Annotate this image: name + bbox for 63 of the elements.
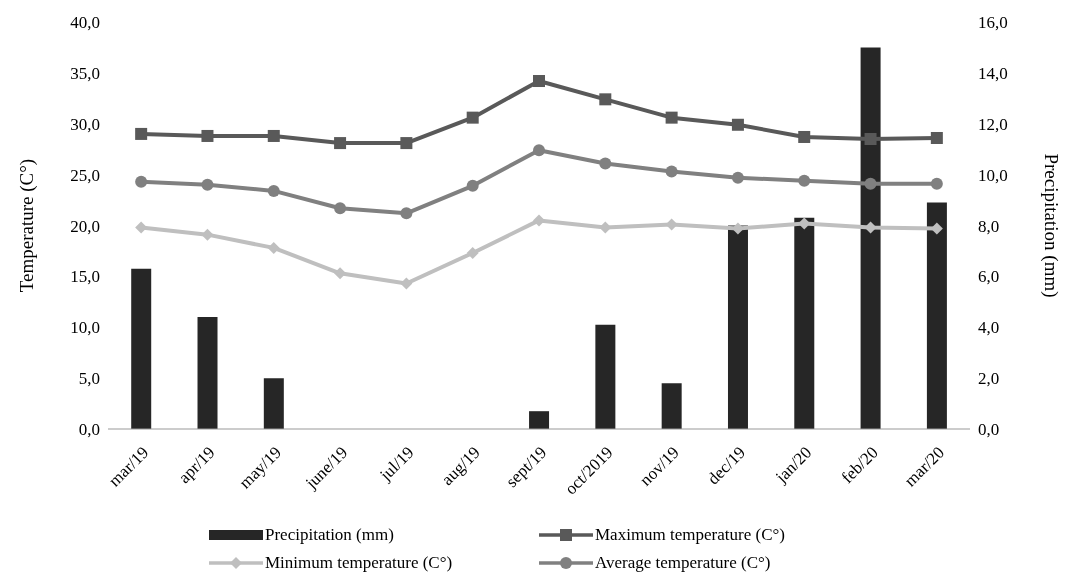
point xyxy=(731,171,744,184)
point xyxy=(201,129,214,142)
y-tick-label: 0,0 xyxy=(78,420,100,440)
legend-label: Maximum temperature (C°) xyxy=(595,525,785,545)
point xyxy=(665,165,678,178)
point xyxy=(533,144,545,157)
point xyxy=(267,129,280,142)
y2-axis-title: Precipitation (mm) xyxy=(1040,153,1063,298)
bar xyxy=(197,317,218,429)
point xyxy=(466,111,479,124)
point xyxy=(930,132,943,144)
point xyxy=(267,241,280,254)
y-tick-label: 5,0 xyxy=(78,369,100,389)
legend-label: Minimum temperature (C°) xyxy=(265,553,453,573)
point xyxy=(400,277,413,290)
point xyxy=(267,184,280,197)
y2-tick-label: 2,0 xyxy=(978,369,1000,389)
y2-tick-label: 14,0 xyxy=(978,63,1008,83)
bar xyxy=(661,383,682,429)
point xyxy=(135,127,148,140)
y2-tick-label: 10,0 xyxy=(978,165,1008,185)
y-tick-label: 15,0 xyxy=(70,267,100,287)
y-tick-label: 30,0 xyxy=(70,114,100,134)
legend-label: Average temperature (C°) xyxy=(595,553,771,573)
y2-tick-label: 4,0 xyxy=(978,318,1000,338)
point xyxy=(665,111,678,124)
y-tick-label: 20,0 xyxy=(70,216,100,236)
y-tick-label: 40,0 xyxy=(70,13,100,33)
y-axis-title: Temperature (C°) xyxy=(15,158,38,293)
point xyxy=(599,157,612,170)
point xyxy=(466,246,479,259)
point xyxy=(798,130,811,143)
point xyxy=(135,175,148,188)
point xyxy=(864,133,877,146)
y2-tick-label: 16,0 xyxy=(978,13,1008,33)
point xyxy=(201,178,214,191)
point xyxy=(864,177,877,190)
point xyxy=(400,207,413,220)
point xyxy=(930,177,943,190)
y2-tick-label: 0,0 xyxy=(978,420,1000,440)
point xyxy=(798,174,811,187)
point xyxy=(533,75,545,88)
point xyxy=(533,214,545,227)
point xyxy=(466,179,479,192)
point xyxy=(599,93,612,106)
point xyxy=(400,137,413,150)
point xyxy=(334,202,347,215)
bar xyxy=(595,324,616,429)
bar xyxy=(926,202,947,429)
y-tick-label: 10,0 xyxy=(70,318,100,338)
point xyxy=(731,118,744,131)
y2-tick-label: 6,0 xyxy=(978,267,1000,287)
y-tick-label: 25,0 xyxy=(70,165,100,185)
y-tick-label: 35,0 xyxy=(70,63,100,83)
y2-tick-label: 8,0 xyxy=(978,216,1000,236)
bar xyxy=(529,411,550,429)
legend-label: Precipitation (mm) xyxy=(265,525,394,545)
point xyxy=(334,137,347,150)
bar xyxy=(131,268,152,429)
bar xyxy=(860,47,881,429)
y2-tick-label: 12,0 xyxy=(978,114,1008,134)
bar xyxy=(263,378,284,429)
bar xyxy=(794,217,815,429)
